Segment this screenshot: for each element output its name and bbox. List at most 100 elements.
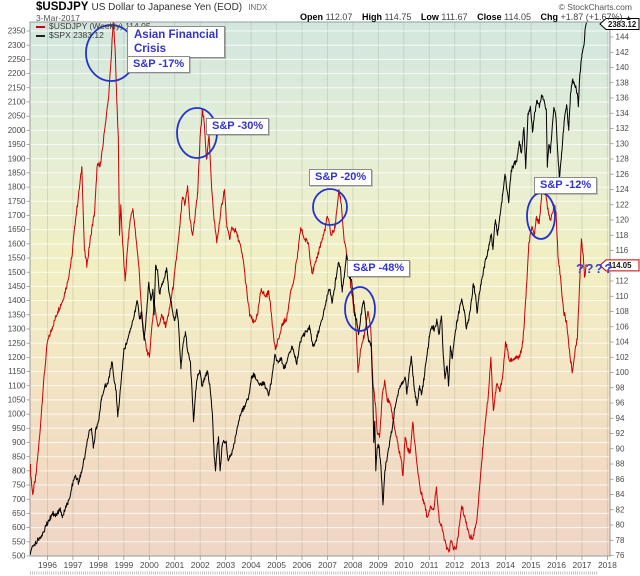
svg-text:138: 138 bbox=[616, 78, 630, 87]
annotation-sp-drawdown-4: S&P -12% bbox=[534, 177, 598, 194]
svg-text:2350: 2350 bbox=[8, 27, 26, 36]
svg-text:1650: 1650 bbox=[8, 225, 26, 234]
svg-text:76: 76 bbox=[616, 551, 625, 560]
legend-row-usdjpy: $USDJPY (Weekly) 114.05 bbox=[36, 21, 151, 31]
svg-text:130: 130 bbox=[616, 139, 630, 148]
svg-text:126: 126 bbox=[616, 170, 630, 179]
svg-text:144: 144 bbox=[616, 33, 630, 42]
svg-text:1600: 1600 bbox=[8, 239, 26, 248]
svg-text:110: 110 bbox=[616, 292, 629, 301]
svg-text:2000: 2000 bbox=[8, 126, 26, 135]
svg-text:106: 106 bbox=[616, 322, 630, 331]
annotation-sp-drawdown-0: S&P -17% bbox=[127, 56, 191, 73]
svg-text:94: 94 bbox=[616, 414, 625, 423]
svg-text:1999: 1999 bbox=[114, 560, 133, 570]
svg-text:900: 900 bbox=[12, 438, 26, 447]
svg-text:850: 850 bbox=[12, 452, 26, 461]
svg-text:2000: 2000 bbox=[140, 560, 159, 570]
svg-text:2006: 2006 bbox=[293, 560, 312, 570]
svg-text:114.05: 114.05 bbox=[608, 261, 632, 270]
svg-text:118: 118 bbox=[616, 231, 629, 240]
svg-text:1200: 1200 bbox=[8, 353, 26, 362]
svg-text:2383.12: 2383.12 bbox=[608, 20, 637, 29]
svg-text:750: 750 bbox=[12, 481, 26, 490]
svg-text:2017: 2017 bbox=[572, 560, 591, 570]
svg-text:128: 128 bbox=[616, 155, 630, 164]
symbol-exchange: INDX bbox=[248, 3, 268, 12]
svg-text:102: 102 bbox=[616, 353, 630, 362]
svg-text:1500: 1500 bbox=[8, 268, 26, 277]
svg-text:1300: 1300 bbox=[8, 325, 26, 334]
svg-text:92: 92 bbox=[616, 429, 625, 438]
svg-text:2013: 2013 bbox=[471, 560, 490, 570]
svg-text:1750: 1750 bbox=[8, 197, 26, 206]
usdjpy-line-swatch bbox=[36, 25, 45, 28]
svg-text:122: 122 bbox=[616, 200, 630, 209]
svg-text:80: 80 bbox=[616, 521, 625, 530]
svg-text:1000: 1000 bbox=[8, 410, 26, 419]
svg-text:108: 108 bbox=[616, 307, 630, 316]
legend-spx-label: $SPX 2383.12 bbox=[49, 30, 104, 40]
up-arrow-icon: ▲ bbox=[625, 15, 632, 22]
chg-value: +1.87 (+1.67%) bbox=[560, 12, 623, 22]
svg-text:2008: 2008 bbox=[343, 560, 362, 570]
svg-text:600: 600 bbox=[12, 523, 26, 532]
svg-text:2005: 2005 bbox=[267, 560, 286, 570]
annotation-question-marks: ???? bbox=[576, 261, 614, 276]
svg-text:2014: 2014 bbox=[496, 560, 515, 570]
svg-text:1450: 1450 bbox=[8, 282, 26, 291]
svg-text:950: 950 bbox=[12, 424, 26, 433]
svg-text:134: 134 bbox=[616, 109, 630, 118]
close-label: Close bbox=[477, 12, 502, 22]
svg-text:132: 132 bbox=[616, 124, 630, 133]
svg-text:1050: 1050 bbox=[8, 396, 26, 405]
svg-text:86: 86 bbox=[616, 475, 625, 484]
svg-text:2250: 2250 bbox=[8, 55, 26, 64]
copyright-label: © StockCharts.com bbox=[558, 2, 632, 12]
svg-text:2300: 2300 bbox=[8, 41, 26, 50]
high-label: High bbox=[361, 12, 382, 22]
legend-usdjpy-label: $USDJPY (Weekly) 114.05 bbox=[49, 21, 151, 31]
svg-text:2007: 2007 bbox=[318, 560, 337, 570]
svg-text:100: 100 bbox=[616, 368, 630, 377]
svg-text:124: 124 bbox=[616, 185, 630, 194]
svg-text:84: 84 bbox=[616, 490, 625, 499]
svg-text:2012: 2012 bbox=[445, 560, 464, 570]
symbol-ticker: $USDJPY bbox=[36, 1, 89, 13]
svg-text:1700: 1700 bbox=[8, 211, 26, 220]
ohlc-quote-bar: Open 112.07 High 114.75 Low 111.67 Close… bbox=[293, 12, 632, 22]
svg-text:2018: 2018 bbox=[598, 560, 617, 570]
svg-text:2010: 2010 bbox=[394, 560, 413, 570]
svg-text:1550: 1550 bbox=[8, 254, 26, 263]
svg-text:800: 800 bbox=[12, 466, 26, 475]
svg-text:1100: 1100 bbox=[8, 381, 26, 390]
svg-text:2002: 2002 bbox=[191, 560, 210, 570]
svg-text:1997: 1997 bbox=[63, 560, 82, 570]
svg-text:1350: 1350 bbox=[8, 310, 26, 319]
close-value: 114.05 bbox=[504, 12, 531, 22]
svg-text:2004: 2004 bbox=[242, 560, 261, 570]
symbol-description: US Dollar to Japanese Yen (EOD) bbox=[91, 2, 243, 13]
svg-text:2015: 2015 bbox=[522, 560, 541, 570]
svg-text:2001: 2001 bbox=[165, 560, 184, 570]
svg-text:88: 88 bbox=[616, 460, 625, 469]
svg-text:500: 500 bbox=[12, 552, 26, 561]
svg-text:2009: 2009 bbox=[369, 560, 388, 570]
svg-text:2150: 2150 bbox=[8, 83, 26, 92]
svg-text:2003: 2003 bbox=[216, 560, 235, 570]
open-label: Open bbox=[300, 12, 324, 22]
svg-text:1150: 1150 bbox=[8, 367, 26, 376]
chart-date: 3-Mar-2017 bbox=[36, 13, 80, 23]
svg-text:2200: 2200 bbox=[8, 69, 26, 78]
svg-text:142: 142 bbox=[616, 48, 630, 57]
legend-row-spx: $SPX 2383.12 bbox=[36, 30, 104, 40]
svg-text:2050: 2050 bbox=[8, 112, 26, 121]
svg-text:98: 98 bbox=[616, 383, 625, 392]
svg-text:2011: 2011 bbox=[420, 560, 439, 570]
svg-text:112: 112 bbox=[616, 277, 629, 286]
svg-text:136: 136 bbox=[616, 94, 630, 103]
svg-text:82: 82 bbox=[616, 505, 625, 514]
low-value: 111.67 bbox=[441, 12, 468, 22]
